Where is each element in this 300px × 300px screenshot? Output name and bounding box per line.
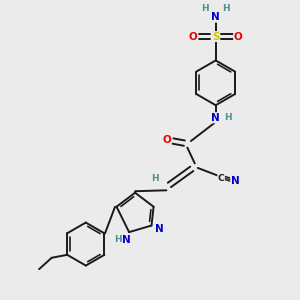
Text: H: H xyxy=(224,113,232,122)
Text: H: H xyxy=(201,4,209,13)
Text: O: O xyxy=(234,32,242,41)
Text: C: C xyxy=(218,174,224,183)
Text: N: N xyxy=(231,176,239,186)
Text: H: H xyxy=(151,175,159,184)
Text: N: N xyxy=(122,235,130,244)
Text: N: N xyxy=(211,113,220,123)
Text: O: O xyxy=(162,134,171,145)
Text: N: N xyxy=(211,12,220,22)
Text: H: H xyxy=(222,4,230,13)
Text: N: N xyxy=(154,224,163,233)
Text: O: O xyxy=(189,32,198,41)
Text: H: H xyxy=(114,235,122,244)
Text: S: S xyxy=(212,32,219,41)
